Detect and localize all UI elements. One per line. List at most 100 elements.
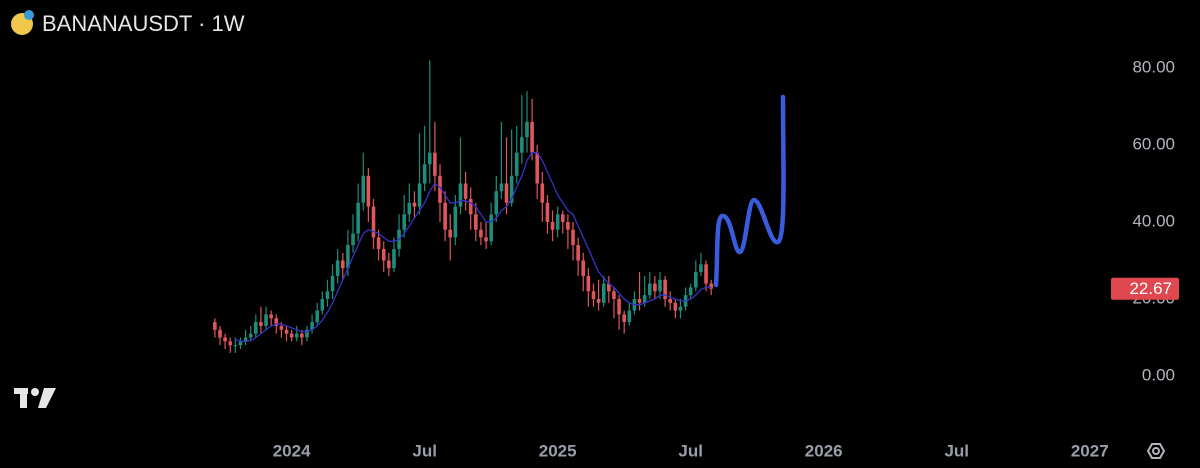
candle-body: [351, 233, 355, 246]
candle-body: [571, 229, 575, 246]
chart-title: BANANAUSDT · 1W: [42, 11, 245, 36]
candle-body: [560, 214, 565, 222]
candle-body: [694, 272, 698, 288]
candle-body: [535, 152, 540, 184]
candle-body: [607, 283, 611, 292]
y-tick-label: 40.00: [1132, 211, 1175, 230]
candle-body: [499, 183, 504, 192]
candle-body: [427, 152, 432, 165]
candle-body: [704, 264, 708, 284]
candle-body: [392, 248, 396, 269]
candle-body: [647, 283, 652, 296]
candle-body: [254, 322, 258, 334]
candle-body: [463, 183, 468, 199]
candle-body: [284, 329, 289, 334]
candle-body: [709, 283, 713, 289]
candle-body: [514, 152, 519, 176]
candle-body: [325, 291, 330, 299]
candle-body: [213, 322, 217, 330]
candle-body: [653, 283, 657, 292]
candle-body: [453, 206, 458, 238]
candle-body: [294, 333, 299, 338]
candle-body: [387, 260, 391, 269]
x-tick-label: 2026: [805, 441, 843, 460]
candle-body: [346, 245, 350, 269]
candle-body: [688, 287, 693, 296]
candle-body: [218, 329, 222, 338]
candle-body: [443, 202, 447, 230]
candle-body: [591, 291, 596, 299]
candle-body: [402, 214, 406, 230]
candle-body: [699, 264, 703, 273]
symbol-icon: [11, 10, 34, 35]
candle-body: [243, 337, 248, 342]
candle-body: [300, 333, 304, 338]
last-price-label: 22.67: [1129, 279, 1172, 298]
candle-body: [381, 248, 386, 261]
plot-area: [213, 60, 713, 353]
y-tick-label: 0.00: [1142, 365, 1175, 384]
candle-body: [335, 260, 340, 276]
candle-body: [376, 237, 381, 249]
candle-body: [581, 260, 586, 276]
settings-icon[interactable]: [1146, 443, 1166, 459]
candle-body: [520, 137, 524, 153]
candle-body: [617, 299, 621, 315]
candle-body: [320, 299, 325, 311]
candle-body: [668, 299, 673, 303]
candle-body: [566, 222, 570, 230]
candle-body: [622, 314, 626, 323]
candle-body: [525, 121, 529, 138]
candle-body: [330, 275, 335, 292]
candle-body: [484, 237, 488, 242]
candle-body: [468, 198, 473, 215]
candle-body: [422, 164, 427, 184]
candle-body: [264, 314, 268, 326]
candle-body: [248, 333, 253, 338]
candle-body: [223, 337, 227, 342]
candle-body: [340, 260, 345, 269]
candle-body: [494, 191, 499, 215]
candle-body: [356, 202, 360, 234]
candle-body: [576, 245, 580, 261]
x-tick-label: 2025: [539, 441, 577, 460]
candle-body: [259, 322, 263, 326]
candle-body: [448, 229, 453, 238]
candle-body: [673, 302, 678, 311]
candle-body: [504, 183, 509, 203]
tradingview-logo: [14, 388, 56, 408]
candle-body: [433, 152, 437, 176]
x-tick-label: Jul: [678, 441, 703, 460]
x-tick-label: Jul: [944, 441, 969, 460]
candle-body: [545, 202, 550, 222]
candle-body: [612, 291, 616, 299]
candle-body: [361, 175, 366, 203]
x-tick-label: 2027: [1071, 441, 1109, 460]
candle-body: [637, 299, 642, 303]
x-tick-label: 2024: [273, 441, 311, 460]
candle-body: [417, 183, 422, 207]
candle-body: [479, 229, 483, 238]
candle-body: [279, 325, 284, 330]
candle-body: [438, 175, 442, 203]
candle-body: [596, 299, 601, 303]
candle-body: [228, 341, 233, 346]
projection-drawing: [713, 94, 786, 288]
candle-body: [509, 175, 514, 203]
y-tick-label: 60.00: [1132, 134, 1175, 153]
candle-body: [412, 202, 417, 207]
candle-body: [233, 345, 238, 347]
candle-body: [489, 214, 493, 242]
x-tick-label: Jul: [412, 441, 437, 460]
candle-body: [458, 183, 463, 207]
candle-body: [305, 329, 309, 338]
candle-body: [289, 333, 294, 338]
candle-body: [366, 175, 371, 207]
candle-body: [310, 322, 314, 330]
candle-body: [371, 206, 376, 238]
candle-body: [663, 279, 667, 299]
candle-body: [238, 341, 243, 346]
candle-body: [540, 183, 545, 203]
